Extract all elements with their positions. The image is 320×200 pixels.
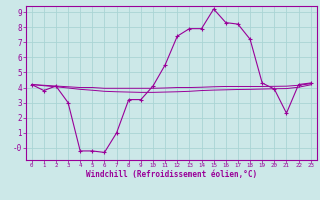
X-axis label: Windchill (Refroidissement éolien,°C): Windchill (Refroidissement éolien,°C) (86, 170, 257, 179)
